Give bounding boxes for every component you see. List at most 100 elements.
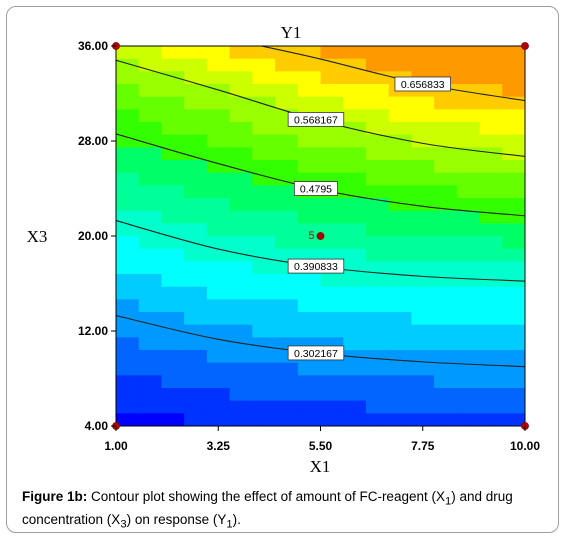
contour-fill-cell [138, 96, 163, 110]
contour-fill-cell [479, 185, 503, 199]
contour-fill-cell [252, 96, 276, 110]
contour-fill-cell [502, 413, 525, 426]
contour-fill-cell [206, 46, 231, 60]
contour-fill-cell [411, 388, 435, 402]
contour-fill-cell [138, 261, 163, 275]
contour-fill-cell [479, 71, 503, 85]
contour-fill-cell [411, 324, 435, 338]
contour-fill-cell [365, 134, 390, 148]
contour-fill-cell [229, 388, 253, 402]
contour-fill-cell [161, 223, 185, 237]
contour-fill-cell [116, 198, 140, 212]
design-point [521, 42, 529, 50]
contour-fill-cell [275, 71, 299, 85]
contour-fill-cell [206, 388, 231, 402]
contour-fill-cell [297, 236, 322, 250]
contour-fill-cell [161, 71, 185, 85]
contour-fill-cell [116, 375, 140, 389]
contour-labels: 0.302167 0.390833 0.4795 0.568167 0.656833 [287, 76, 451, 361]
contour-fill-cell [411, 261, 435, 275]
contour-fill-cell [206, 324, 231, 338]
contour-fill-cell [184, 337, 208, 351]
contour-fill-cell [502, 46, 525, 60]
contour-fill-cell [161, 388, 185, 402]
contour-fill-cell [161, 134, 185, 148]
contour-fill-cell [388, 375, 412, 389]
contour-fill-cell [502, 109, 525, 123]
contour-fill-cell [434, 147, 458, 161]
contour-label: 0.656833 [394, 76, 451, 92]
contour-fill-cell [116, 84, 140, 98]
contour-plot: 0.302167 0.390833 0.4795 0.568167 0.656833 5… [27, 23, 541, 476]
contour-fill-cell [184, 109, 208, 123]
contour-fill-cell [297, 134, 322, 148]
contour-fill-cell [456, 413, 481, 426]
contour-fill-cell [184, 198, 208, 212]
contour-fill-cell [275, 147, 299, 161]
contour-fill-cell [343, 362, 367, 376]
contour-fill-cell [434, 223, 458, 237]
contour-fill-cell [320, 400, 344, 414]
contour-fill-cell [297, 58, 322, 72]
contour-fill-cell [252, 71, 276, 85]
contour-fill-cell [479, 134, 503, 148]
contour-fill-cell [456, 198, 481, 212]
contour-fill-cell [184, 147, 208, 161]
contour-fill-cell [275, 362, 299, 376]
contour-fill-cell [206, 261, 231, 275]
contour-fill-cell [388, 223, 412, 237]
y-tick-label: 36.00 [78, 39, 108, 53]
contour-fill-cell [275, 274, 299, 288]
contour-fill-cell [479, 58, 503, 72]
contour-fill-cell [116, 122, 140, 136]
contour-fill-cell [206, 350, 231, 364]
contour-fill-cell [434, 400, 458, 414]
y-tick-label: 28.00 [78, 134, 108, 148]
contour-fill-cell [138, 236, 163, 250]
contour-fill-cell [502, 84, 525, 98]
contour-fill-cell [456, 248, 481, 262]
contour-fill-cell [206, 413, 231, 426]
contour-fill-cell [343, 261, 367, 275]
contour-fill-cell [229, 286, 253, 300]
contour-fill-cell [365, 362, 390, 376]
contour-fill-cell [252, 312, 276, 326]
contour-fill-cell [161, 210, 185, 224]
contour-fill-cell [320, 160, 344, 174]
contour-fill-cell [275, 299, 299, 313]
x-axis-label: X1 [310, 457, 331, 476]
contour-fill-cell [388, 160, 412, 174]
contour-fill-cell [388, 324, 412, 338]
contour-fill-cell [206, 96, 231, 110]
contour-fill-cell [365, 147, 390, 161]
contour-fill-cell [297, 46, 322, 60]
contour-fill-cell [502, 210, 525, 224]
contour-fill-cell [297, 388, 322, 402]
contour-fill-cell [502, 236, 525, 250]
contour-fill-cell [320, 96, 344, 110]
contour-fill-cell [456, 350, 481, 364]
contour-fill-cell [388, 274, 412, 288]
contour-fill-cell [479, 84, 503, 98]
caption-label: Figure 1b: [22, 489, 88, 504]
contour-fill-cell [229, 261, 253, 275]
contour-fill-cell [502, 248, 525, 262]
contour-fill-cell [343, 122, 367, 136]
contour-fill-cell [388, 286, 412, 300]
contour-fill-cell [411, 248, 435, 262]
contour-fill-cell [275, 172, 299, 186]
contour-fill-cell [229, 413, 253, 426]
design-point [316, 232, 325, 240]
contour-fill-cell [388, 122, 412, 136]
contour-fill-cell [206, 198, 231, 212]
contour-fill-cell [116, 261, 140, 275]
contour-fill-cell [456, 71, 481, 85]
contour-fill-cell [343, 172, 367, 186]
contour-fill-cell [365, 248, 390, 262]
contour-fill-cell [252, 147, 276, 161]
contour-fill-cell [116, 236, 140, 250]
contour-fill-cell [184, 185, 208, 199]
contour-fill-cell [343, 198, 367, 212]
contour-fill-cell [252, 46, 276, 60]
contour-fill-cell [116, 274, 140, 288]
